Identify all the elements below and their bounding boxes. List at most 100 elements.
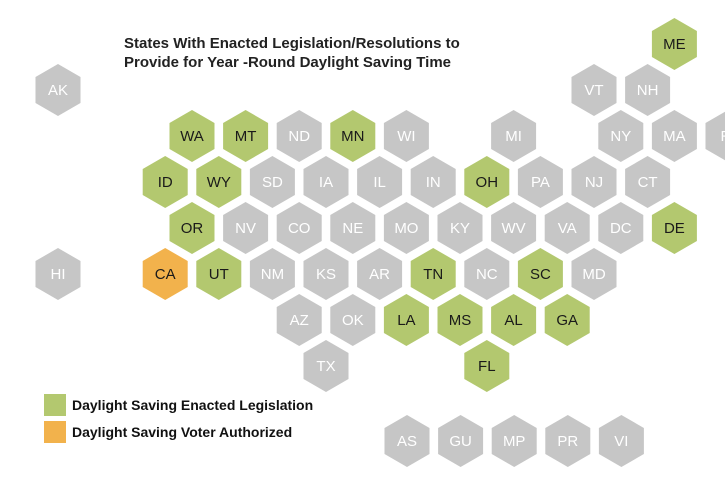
state-ms: MS (437, 294, 483, 346)
state-dc: DC (598, 202, 644, 254)
state-label: NC (476, 266, 498, 283)
state-hex (598, 110, 644, 162)
state-label: IA (319, 174, 333, 191)
state-hex (625, 64, 671, 116)
state-hex (410, 248, 456, 300)
state-label: MS (449, 312, 472, 329)
state-mi: MI (491, 110, 537, 162)
state-hex (249, 248, 295, 300)
state-label: ME (663, 36, 686, 53)
legend-label-enacted: Daylight Saving Enacted Legislation (72, 397, 314, 413)
state-or: OR (169, 202, 215, 254)
state-hex (383, 110, 429, 162)
state-ca: CA (142, 248, 188, 300)
state-label: LA (397, 312, 415, 329)
state-label: CO (288, 220, 311, 237)
state-label: MD (582, 266, 605, 283)
state-hex (651, 110, 697, 162)
state-ks: KS (303, 248, 349, 300)
state-label: SD (262, 174, 283, 191)
state-vt: VT (571, 64, 617, 116)
state-label: ID (158, 174, 173, 191)
state-il: IL (357, 156, 403, 208)
state-wi: WI (383, 110, 429, 162)
map-title-line-2: Provide for Year -Round Daylight Saving … (124, 54, 452, 71)
legend-swatch-voter (44, 421, 66, 443)
state-ct: CT (625, 156, 671, 208)
state-label: DC (610, 220, 632, 237)
state-label: VA (558, 220, 577, 237)
state-ut: UT (196, 248, 242, 300)
state-ky: KY (437, 202, 483, 254)
state-label: OR (181, 220, 204, 237)
state-label: UT (209, 266, 229, 283)
state-hex (464, 340, 510, 392)
state-hex (517, 248, 563, 300)
state-sd: SD (249, 156, 295, 208)
state-label: MO (394, 220, 418, 237)
state-ga: GA (544, 294, 590, 346)
state-label: MT (235, 128, 257, 145)
state-label: CT (638, 174, 658, 191)
state-tx: TX (303, 340, 349, 392)
state-label: MN (341, 128, 364, 145)
state-label: NY (610, 128, 631, 145)
state-hex (705, 111, 725, 161)
state-label: TX (316, 358, 335, 375)
territory-pr: PR (545, 415, 591, 467)
state-label: OH (476, 174, 499, 191)
state-de: DE (651, 202, 697, 254)
state-label: FL (478, 358, 496, 375)
state-ok: OK (330, 294, 376, 346)
state-hex (544, 294, 590, 346)
state-label: MI (505, 128, 522, 145)
state-ny: NY (598, 110, 644, 162)
state-label: KS (316, 266, 336, 283)
state-label: IN (426, 174, 441, 191)
state-va: VA (544, 202, 590, 254)
state-hex (437, 202, 483, 254)
state-mt: MT (223, 110, 269, 162)
state-label: AL (504, 312, 522, 329)
state-ri: RI (705, 111, 725, 161)
state-hex (383, 294, 429, 346)
territory-label: GU (449, 433, 472, 450)
state-ak: AK (35, 64, 81, 116)
state-hex (571, 156, 617, 208)
state-hex (651, 18, 697, 70)
state-label: PA (531, 174, 550, 191)
state-label: VT (584, 82, 603, 99)
state-label: NV (235, 220, 256, 237)
state-label: CA (155, 266, 176, 283)
legend-label-voter: Daylight Saving Voter Authorized (72, 424, 293, 440)
state-label: GA (556, 312, 578, 329)
state-hex (223, 202, 269, 254)
territory-label: MP (503, 433, 526, 450)
state-ma: MA (651, 110, 697, 162)
state-hex (571, 64, 617, 116)
territory-hex (491, 415, 537, 467)
state-label: WA (180, 128, 204, 145)
state-hex (223, 110, 269, 162)
state-hex (357, 248, 403, 300)
state-al: AL (491, 294, 537, 346)
territory-as: AS (384, 415, 430, 467)
state-hex (625, 156, 671, 208)
state-hex (276, 294, 322, 346)
state-label: WY (207, 174, 231, 191)
state-hex (491, 110, 537, 162)
state-hex (491, 202, 537, 254)
state-la: LA (383, 294, 429, 346)
state-ia: IA (303, 156, 349, 208)
state-label: KY (450, 220, 470, 237)
state-hex (142, 248, 188, 300)
state-hex (651, 202, 697, 254)
state-label: WV (502, 220, 526, 237)
state-hex (464, 156, 510, 208)
territory-hex (598, 415, 644, 467)
state-label: AK (48, 82, 68, 99)
state-mn: MN (330, 110, 376, 162)
state-hex (303, 156, 349, 208)
state-label: DE (664, 220, 685, 237)
state-hex (517, 156, 563, 208)
